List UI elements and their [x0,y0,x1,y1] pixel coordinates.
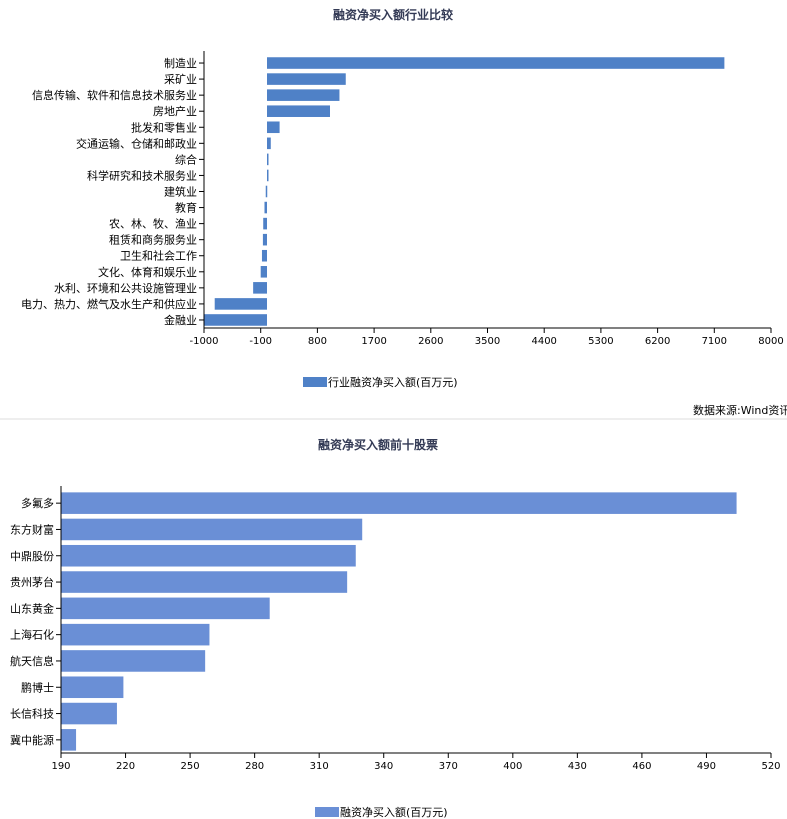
x-tick-label: 400 [503,761,522,772]
industry-chart: 融资净买入额行业比较 -1000 -100 800 1700 2600 3500 4400 5… [21,7,784,389]
x-tick-label: 800 [308,336,327,347]
bar [61,729,77,751]
category-label: 建筑业 [164,185,197,199]
bar [61,650,206,672]
stocks-legend: 融资净买入额(百万元) [315,805,448,819]
bar [267,57,725,69]
category-label: 上海石化 [10,628,54,642]
category-label: 文化、体育和娱乐业 [98,265,197,279]
stocks-chart: 融资净买入额前十股票 190 220 250 280 310 340 370 400 430 46… [10,437,781,819]
category-label: 多氟多 [21,496,54,510]
category-label: 综合 [175,152,197,166]
bar [267,137,271,150]
bar [214,298,267,310]
category-label: 航天信息 [10,654,54,668]
x-tick-label: -100 [249,336,272,347]
stocks-bars [61,492,737,751]
category-label: 冀中能源 [10,733,54,747]
industry-legend-label: 行业融资净买入额(百万元) [328,375,458,389]
industry-bars [204,57,725,326]
category-label: 信息传输、软件和信息技术服务业 [32,88,197,102]
stocks-chart-title: 融资净买入额前十股票 [318,437,438,452]
x-tick-label: 190 [51,761,70,772]
category-label: 采矿业 [164,73,197,86]
bar [267,121,280,134]
x-tick-label: 4400 [531,336,556,347]
source-note: 数据来源:Wind资讯 [693,403,787,417]
x-tick-label: 6200 [645,336,670,347]
bar [267,89,340,101]
bar [61,676,124,699]
category-label: 农、林、牧、渔业 [109,217,197,231]
x-tick-label: 460 [632,761,651,772]
bar [61,623,210,646]
bar [253,282,267,294]
category-label: 鹏博士 [21,681,54,694]
bar [61,544,356,567]
category-label: 山东黄金 [10,601,54,615]
bar [260,266,267,278]
industry-axes: -1000 -100 800 1700 2600 3500 4400 5300 6200 7100… [21,51,784,347]
x-tick-label: 1700 [361,336,386,347]
stocks-axes: 190 220 250 280 310 340 370 400 430 460 490 520 多氟多东… [10,486,781,772]
bar [267,169,269,182]
category-label: 批发和零售业 [131,120,197,134]
category-label: 水利、环境和公共设施管理业 [54,281,197,295]
bar [263,217,267,230]
bar [267,73,346,85]
x-tick-label: 490 [697,761,716,772]
category-label: 科学研究和技术服务业 [87,168,197,182]
stocks-legend-label: 融资净买入额(百万元) [340,805,448,819]
category-label: 东方财富 [10,522,54,536]
bar [61,702,117,725]
bar [267,153,269,166]
bar [61,492,737,514]
category-label: 房地产业 [153,104,197,118]
x-tick-label: 250 [181,761,200,772]
category-label: 交通运输、仓储和邮政业 [76,136,197,150]
x-tick-label: 280 [245,761,264,772]
category-label: 贵州茅台 [10,575,54,589]
x-tick-label: 7100 [702,336,727,347]
category-label: 制造业 [164,56,197,70]
x-tick-label: 220 [116,761,135,772]
stocks-legend-swatch [315,807,339,817]
category-label: 租赁和商务服务业 [109,233,197,247]
bar [204,314,267,326]
category-label: 电力、热力、燃气及水生产和供应业 [21,297,197,311]
x-tick-label: 430 [568,761,587,772]
bar [264,201,267,214]
category-label: 教育 [175,201,197,215]
x-tick-label: 310 [310,761,329,772]
industry-chart-title: 融资净买入额行业比较 [333,7,453,22]
x-tick-label: 520 [761,761,780,772]
x-tick-label: 2600 [418,336,443,347]
category-label: 中鼎股份 [10,550,54,563]
bar [61,597,270,620]
bar [61,518,363,541]
industry-legend: 行业融资净买入额(百万元) [303,375,458,389]
x-tick-label: 340 [374,761,393,772]
bar [265,185,268,198]
bar [267,105,330,117]
bar [262,233,267,246]
bar [61,571,348,593]
bar [261,249,267,262]
x-tick-label: 370 [439,761,458,772]
x-tick-label: -1000 [189,336,218,347]
category-label: 卫生和社会工作 [120,249,197,263]
x-tick-label: 3500 [475,336,500,347]
category-label: 长信科技 [10,707,54,721]
category-label: 金融业 [164,313,197,327]
industry-legend-swatch [303,377,327,387]
x-tick-label: 8000 [758,336,783,347]
x-tick-label: 5300 [588,336,613,347]
